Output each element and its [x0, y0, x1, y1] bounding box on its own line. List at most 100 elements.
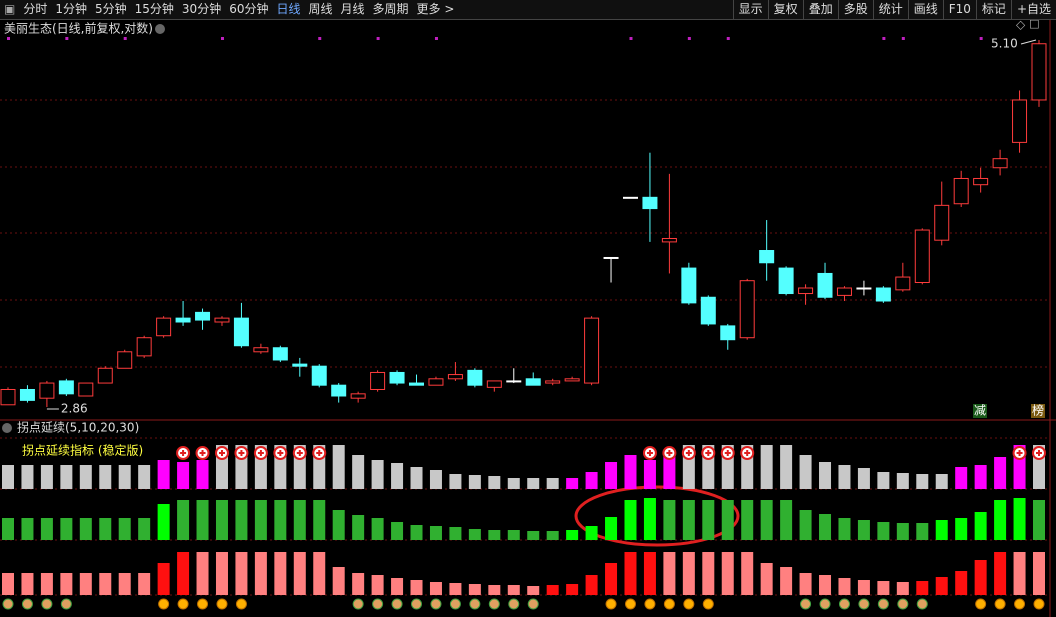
menu-icon[interactable]: ▣ — [4, 2, 16, 16]
indicator-bar — [196, 500, 209, 540]
candle-body — [156, 317, 172, 337]
candle-body — [272, 347, 288, 361]
indicator-bar — [605, 462, 618, 489]
toolbar-button[interactable]: 多周期 — [372, 2, 409, 16]
toolbar-button[interactable]: +自选 — [1010, 0, 1056, 19]
candle-body — [973, 177, 989, 186]
indicator-subtitle: 拐点延续指标 (稳定版) — [22, 443, 143, 458]
indicator-bar — [546, 531, 559, 540]
indicator-bar — [99, 518, 112, 540]
collapse-icon[interactable] — [2, 423, 12, 433]
indicator-bar — [721, 500, 734, 540]
indicator-bar — [40, 518, 53, 540]
indicator-bar — [605, 517, 618, 540]
indicator-bar — [663, 552, 676, 595]
coin-icon — [488, 598, 500, 610]
chart: 美丽生态(日线,前复权,对数) 拐点延续(5,10,20,30) 拐点延续指标 … — [0, 20, 1056, 617]
candle-body — [233, 317, 249, 347]
toolbar-button[interactable]: 更多 > — [416, 2, 455, 16]
signal-box — [973, 404, 987, 418]
toolbar-button[interactable]: 30分钟 — [181, 2, 222, 16]
coin-icon — [624, 598, 636, 610]
indicator-bar — [507, 478, 520, 489]
toolbar-button[interactable]: 叠加 — [802, 0, 838, 19]
toolbar-button[interactable]: 复权 — [767, 0, 803, 19]
signal-label: 减 — [974, 404, 986, 418]
candle-body — [875, 287, 891, 302]
indicator-bar — [799, 455, 812, 489]
toolbar-button[interactable]: F10 — [942, 0, 976, 19]
toolbar-button[interactable]: 画线 — [907, 0, 943, 19]
candle-body — [292, 363, 308, 367]
indicator-bar — [99, 573, 112, 595]
coin-icon — [216, 598, 228, 610]
candle-body — [895, 276, 911, 291]
candle-body — [467, 369, 483, 386]
indicator-bar — [955, 518, 968, 540]
indicator-bar — [332, 567, 345, 595]
indicator-bar — [916, 474, 929, 489]
marker-dot — [123, 37, 127, 40]
toolbar-button[interactable]: 5分钟 — [95, 2, 127, 16]
indicator-bar — [449, 583, 462, 595]
toolbar-button[interactable]: 15分钟 — [134, 2, 174, 16]
indicator-bar — [138, 518, 151, 540]
indicator-bar — [527, 478, 540, 489]
indicator-bar — [352, 515, 365, 540]
indicator-bar — [760, 500, 773, 540]
coin-icon — [2, 598, 14, 610]
plus-sign — [238, 450, 245, 456]
indicator-bar — [352, 573, 365, 595]
marker-dot — [629, 37, 633, 40]
indicator-bar — [138, 573, 151, 595]
indicator-bar — [2, 465, 14, 489]
indicator-bar — [196, 460, 209, 489]
plus-sign — [316, 450, 323, 456]
coin-icon — [411, 598, 423, 610]
indicator-bar — [819, 575, 832, 595]
toolbar-button[interactable]: 1分钟 — [55, 2, 87, 16]
indicator-bar — [254, 445, 267, 489]
indicator-bar — [235, 500, 248, 540]
indicator-bar — [994, 552, 1007, 595]
plus-sign — [180, 450, 187, 456]
indicator-bar — [21, 518, 34, 540]
collapse-icon[interactable] — [155, 24, 165, 34]
indicator-bar — [896, 523, 909, 540]
toolbar-button[interactable]: 月线 — [340, 2, 365, 16]
indicator-bar — [896, 473, 909, 489]
indicator-bar — [468, 584, 481, 595]
toolbar-button[interactable]: 显示 — [732, 0, 768, 19]
toolbar-button[interactable]: 标记 — [975, 0, 1011, 19]
candle-body — [195, 311, 211, 321]
candle-body — [175, 317, 191, 323]
indicator-bar — [527, 586, 540, 595]
marker-dot — [7, 37, 10, 40]
diamond-icon: ◇ ☐ — [1016, 20, 1040, 32]
indicator-bar — [780, 500, 793, 540]
indicator-bar — [293, 500, 306, 540]
coin-icon — [644, 598, 656, 610]
tool-buttons: 显示 复权 叠加 多股 统计 画线 F10 标记 +自选 — [732, 0, 1056, 19]
indicator-bar — [682, 500, 695, 540]
candle-body — [642, 196, 658, 210]
indicator-bar — [488, 476, 501, 489]
toolbar-button[interactable]: 多股 — [837, 0, 873, 19]
indicator-bar — [177, 552, 190, 595]
indicator-bar — [391, 522, 404, 540]
indicator-bar — [585, 472, 598, 489]
indicator-bar — [955, 571, 968, 595]
candle-body — [78, 382, 94, 397]
grid — [0, 99, 1050, 596]
indicator-bar — [760, 445, 773, 489]
toolbar-button[interactable]: 60分钟 — [229, 2, 269, 16]
toolbar-button[interactable]: 日线 — [276, 2, 301, 16]
toolbar-button[interactable]: 分时 — [23, 2, 48, 16]
indicator-bar — [935, 474, 948, 489]
candle-body — [914, 229, 930, 284]
plus-sign — [646, 450, 653, 456]
plus-sign — [277, 450, 284, 456]
coin-icon — [897, 598, 909, 610]
toolbar-button[interactable]: 周线 — [308, 2, 333, 16]
toolbar-button[interactable]: 统计 — [872, 0, 908, 19]
